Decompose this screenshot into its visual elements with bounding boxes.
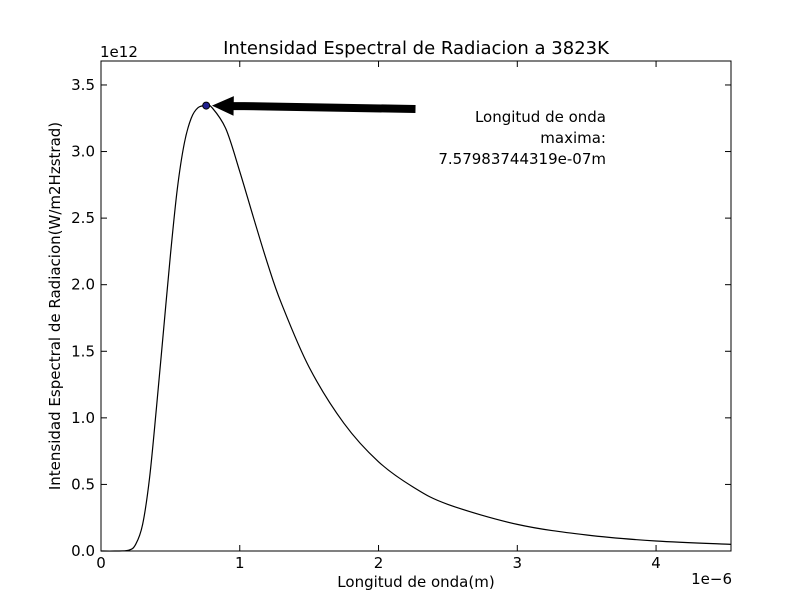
plot-area: 0 1 2 3 4 0.0 0.5 1.0 1.5 2.0 2.5 3.0 3.5 Longitud de… bbox=[71, 60, 732, 572]
x-offset-label: 1e−6 bbox=[691, 570, 732, 588]
y-tick-label: 0.5 bbox=[71, 475, 95, 493]
x-tick-label: 0 bbox=[96, 554, 106, 572]
plot-frame bbox=[100, 60, 732, 552]
annotation-text-line: maxima: bbox=[540, 129, 606, 147]
y-tick-label: 2.0 bbox=[71, 276, 95, 294]
y-tick-label: 3.5 bbox=[71, 76, 95, 94]
series-line bbox=[100, 104, 732, 552]
annotation-text-line: 7.57983744319e-07m bbox=[438, 150, 606, 168]
x-tick-label: 2 bbox=[374, 554, 384, 572]
annotation-text-line: Longitud de onda bbox=[475, 108, 606, 126]
x-tick-label: 1 bbox=[235, 554, 245, 572]
y-tick-label: 1.0 bbox=[71, 409, 95, 427]
annotation-arrow bbox=[211, 96, 416, 116]
y-tick-label: 0.0 bbox=[71, 542, 95, 560]
x-axis-label: Longitud de onda(m) bbox=[337, 573, 494, 591]
y-tick-label: 1.5 bbox=[71, 342, 95, 360]
x-tick-label: 3 bbox=[513, 554, 523, 572]
y-offset-label: 1e12 bbox=[100, 43, 138, 61]
y-axis-label: Intensidad Espectral de Radiacion(W/m2Hz… bbox=[46, 122, 64, 490]
x-tick-label: 4 bbox=[651, 554, 661, 572]
peak-point-marker bbox=[202, 101, 211, 110]
y-tick-label: 3.0 bbox=[71, 143, 95, 161]
y-tick-label: 2.5 bbox=[71, 209, 95, 227]
chart-title: Intensidad Espectral de Radiacion a 3823… bbox=[223, 38, 610, 59]
